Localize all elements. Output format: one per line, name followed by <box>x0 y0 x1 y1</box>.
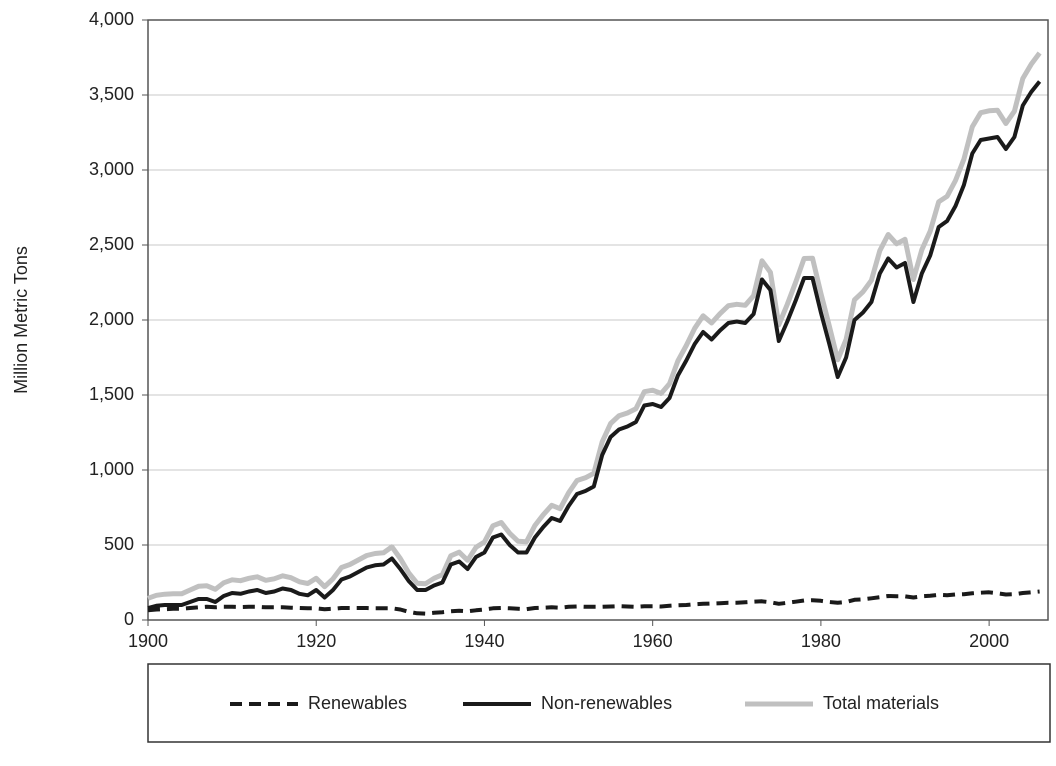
y-tick-label: 0 <box>124 609 134 629</box>
y-axis-label: Million Metric Tons <box>11 246 31 394</box>
y-tick-label: 3,500 <box>89 84 134 104</box>
legend-label: Total materials <box>823 693 939 713</box>
y-tick-label: 4,000 <box>89 9 134 29</box>
legend: Renewables Non-renewables Total materials <box>147 663 1051 743</box>
x-tick-label: 1900 <box>128 631 168 651</box>
y-tick-label: 1,000 <box>89 459 134 479</box>
x-tick-label: 1960 <box>633 631 673 651</box>
series-line <box>147 589 1040 616</box>
y-tick-label: 1,500 <box>89 384 134 404</box>
plot-frame <box>147 19 1049 621</box>
y-tick-label: 2,000 <box>89 309 134 329</box>
legend-label: Renewables <box>308 693 407 713</box>
x-tick-label: 1920 <box>296 631 336 651</box>
legend-box <box>147 663 1051 743</box>
x-tick-label: 1980 <box>801 631 841 651</box>
y-tick-label: 2,500 <box>89 234 134 254</box>
y-tick-label: 500 <box>104 534 134 554</box>
series-line <box>147 80 1042 610</box>
y-tick-label: 3,000 <box>89 159 134 179</box>
series-line <box>147 51 1042 601</box>
x-tick-label: 1940 <box>464 631 504 651</box>
legend-label: Non-renewables <box>541 693 672 713</box>
x-tick-label: 2000 <box>969 631 1009 651</box>
